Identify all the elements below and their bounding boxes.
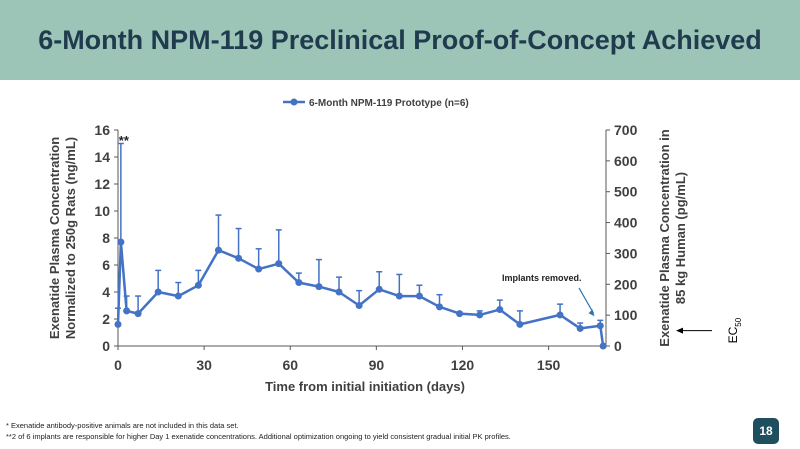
data-point: [174, 292, 182, 300]
double-asterisk-annotation: **: [119, 133, 130, 148]
y-right-tick-label: 0: [614, 338, 622, 354]
y-right-title-line-2: 85 kg Human (pg/mL): [673, 172, 688, 304]
data-point: [117, 238, 125, 246]
y-right-tick-label: 400: [614, 215, 638, 231]
label-layer: 0 2 4 6 8 10 12 14 16 0 100 200 300 400 500 600 700 0 30 60…: [47, 98, 743, 394]
y-left-tick-label: 10: [94, 203, 110, 219]
y-right-tick-label: 700: [614, 122, 638, 138]
series-line: [116, 240, 605, 347]
pk-chart: 0 2 4 6 8 10 12 14 16 0 100 200 300 400 500 600 700 0 30 60…: [47, 98, 743, 394]
ec50-label-main: EC: [726, 326, 740, 343]
data-point: [395, 292, 403, 300]
y-left-tick-label: 8: [102, 230, 110, 246]
y-right-title-line-1: Exenatide Plasma Concentration in: [657, 129, 672, 347]
x-tick-label: 150: [537, 357, 561, 373]
data-point: [496, 306, 504, 314]
data-point: [599, 342, 607, 350]
data-point: [134, 310, 142, 318]
implants-removed-label: Implants removed.: [502, 273, 582, 283]
x-tick-label: 120: [451, 357, 475, 373]
data-point: [114, 320, 122, 328]
data-point: [315, 283, 323, 291]
y-left-tick-label: 12: [94, 176, 110, 192]
x-tick-label: 90: [369, 357, 385, 373]
y-right-tick-label: 300: [614, 245, 638, 261]
x-tick-label: 30: [196, 357, 212, 373]
y-left-tick-label: 6: [102, 257, 110, 273]
data-point: [516, 320, 524, 328]
y-right-tick-label: 200: [614, 276, 638, 292]
data-point: [375, 285, 383, 293]
annotation-arrow-head: [588, 309, 595, 317]
ec50-label: EC50: [726, 317, 743, 343]
data-point: [235, 254, 243, 262]
title-banner: 6-Month NPM-119 Preclinical Proof-of-Con…: [0, 0, 800, 80]
y-left-title-line-2: Normalized to 250g Rats (ng/mL): [63, 137, 78, 339]
footnote-2: **2 of 6 implants are responsible for hi…: [6, 432, 511, 441]
y-left-tick-label: 16: [94, 122, 110, 138]
y-right-tick-label: 600: [614, 153, 638, 169]
y-left-tick-label: 4: [102, 284, 110, 300]
data-point: [214, 246, 222, 254]
data-point: [415, 292, 423, 300]
data-point: [476, 311, 484, 319]
x-tick-label: 0: [114, 357, 122, 373]
data-point: [355, 302, 363, 309]
axes-layer: [114, 129, 610, 350]
y-right-title-group: Exenatide Plasma Concentration in 85 kg H…: [657, 129, 688, 347]
page-title: 6-Month NPM-119 Preclinical Proof-of-Con…: [38, 24, 762, 55]
data-point: [556, 311, 564, 319]
data-point: [123, 307, 131, 315]
y-left-tick-label: 2: [102, 311, 110, 327]
legend-text: 6-Month NPM-119 Prototype (n=6): [309, 98, 469, 109]
data-point: [255, 265, 263, 273]
footnote-1: * Exenatide antibody-positive animals ar…: [6, 421, 239, 430]
ec50-label-group: EC50: [726, 317, 743, 343]
y-left-tick-label: 0: [102, 338, 110, 354]
series-layer: [114, 142, 607, 350]
ec50-arrow-head: [676, 327, 683, 334]
legend-marker: [290, 98, 298, 106]
annotation-arrow-line: [578, 287, 595, 314]
x-tick-label: 60: [282, 357, 298, 373]
y-left-tick-label: 14: [94, 149, 110, 165]
data-point: [456, 310, 464, 318]
y-left-title-line-1: Exenatide Plasma Concentration: [47, 137, 62, 339]
data-point: [436, 303, 444, 311]
y-left-title-group: Exenatide Plasma Concentration Normalized…: [47, 137, 78, 339]
data-point: [335, 288, 343, 296]
data-point: [596, 322, 604, 330]
x-axis-title: Time from initial initiation (days): [265, 379, 465, 394]
y-right-tick-label: 100: [614, 307, 638, 323]
data-point: [275, 260, 283, 268]
data-point: [576, 324, 584, 332]
data-point: [154, 288, 162, 296]
page-number: 18: [753, 418, 779, 444]
data-point: [295, 279, 303, 287]
ec50-label-sub: 50: [734, 317, 743, 326]
data-point: [194, 281, 202, 289]
y-right-tick-label: 500: [614, 184, 638, 200]
